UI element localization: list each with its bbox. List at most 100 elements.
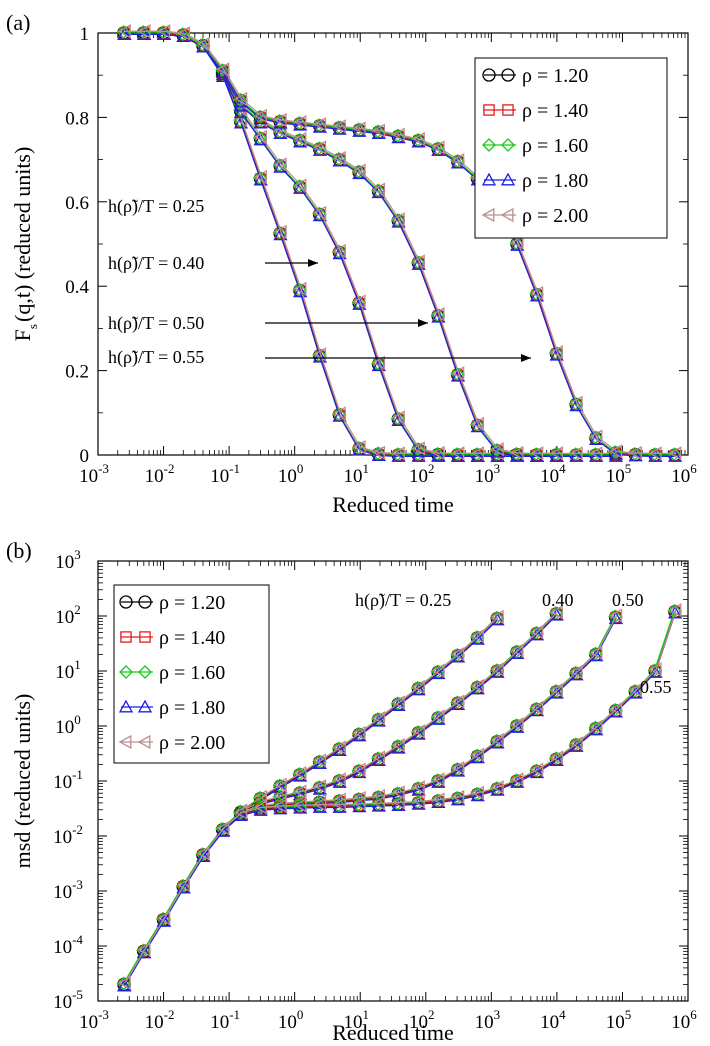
marker-0.55-3-25 bbox=[608, 704, 624, 718]
marker-0.55-2-12 bbox=[351, 797, 366, 812]
marker-0.25-4-12 bbox=[352, 439, 366, 455]
marker-0.55-3-5 bbox=[215, 823, 231, 837]
panel-b-xlabel: Reduced time bbox=[332, 1020, 454, 1045]
marker-0.25-3-17 bbox=[450, 649, 466, 663]
marker-0.25-3-12 bbox=[352, 442, 367, 456]
legend-label: ρ = 1.60 bbox=[522, 135, 588, 157]
marker-0.55-2-15 bbox=[410, 795, 425, 810]
marker-0.40-4-19 bbox=[490, 662, 504, 677]
marker-0.55-4-3 bbox=[177, 877, 190, 893]
marker-0.40-4-21 bbox=[530, 624, 544, 640]
marker-0.55-2-5 bbox=[215, 63, 230, 78]
marker-0.55-3-28 bbox=[668, 605, 683, 619]
y-tick-label: 102 bbox=[55, 602, 81, 628]
marker-0.25-3-10 bbox=[312, 349, 327, 363]
marker-0.50-4-12 bbox=[352, 163, 366, 178]
marker-0.50-3-11 bbox=[332, 153, 347, 167]
marker-0.50-2-11 bbox=[331, 151, 346, 166]
marker-0.25-2-14 bbox=[390, 447, 405, 462]
marker-0.50-3-23 bbox=[569, 667, 584, 681]
legend-a-box bbox=[474, 57, 668, 239]
y-tick-label: 0.8 bbox=[65, 108, 89, 129]
marker-0.40-4-11 bbox=[333, 772, 346, 787]
y-tick-label: 101 bbox=[55, 657, 81, 683]
marker-0.40-4-14 bbox=[391, 738, 405, 753]
x-tick-label: 101 bbox=[343, 1007, 369, 1033]
marker-0.55-3-9 bbox=[293, 117, 308, 131]
marker-0.55-3-8 bbox=[273, 801, 288, 815]
panel-a-ylabel: Fs (q,t) (reduced units) bbox=[10, 147, 40, 342]
curve-0.25-1 bbox=[124, 32, 498, 457]
marker-0.50-2-8 bbox=[272, 124, 287, 139]
marker-0.55-2-0 bbox=[116, 976, 131, 991]
x-tick-label: 103 bbox=[475, 1007, 501, 1033]
marker-0.50-3-25 bbox=[608, 611, 624, 625]
marker-0.50-4-14 bbox=[391, 785, 405, 800]
marker-0.50-3-8 bbox=[273, 126, 288, 140]
legend-marker-b bbox=[501, 138, 515, 152]
marker-0.55-3-6 bbox=[233, 808, 249, 821]
marker-0.50-2-23 bbox=[568, 665, 583, 680]
y-tick-label: 0.6 bbox=[65, 193, 89, 214]
marker-0.55-3-14 bbox=[391, 798, 406, 811]
marker-0.25-4-16 bbox=[431, 663, 445, 678]
annotation-a-040: h(ρ̃)/T = 0.40 bbox=[108, 253, 204, 274]
arrowhead-a-055 bbox=[521, 354, 531, 362]
legend-marker-b bbox=[137, 734, 151, 750]
marker-0.55-3-11 bbox=[332, 800, 347, 813]
legend-marker-a bbox=[482, 68, 496, 82]
marker-0.40-4-16 bbox=[431, 445, 445, 461]
marker-0.55-4-20 bbox=[510, 235, 524, 250]
marker-0.50-3-24 bbox=[589, 449, 604, 462]
marker-0.55-3-18 bbox=[470, 788, 485, 802]
marker-0.25-4-14 bbox=[391, 446, 405, 461]
legend-label: ρ = 1.80 bbox=[159, 697, 225, 719]
marker-0.55-2-26 bbox=[627, 446, 642, 461]
marker-0.55-4-3 bbox=[177, 26, 190, 41]
legend-marker-b bbox=[138, 665, 152, 679]
marker-0.50-2-22 bbox=[548, 684, 563, 698]
marker-0.50-3-15 bbox=[411, 782, 426, 796]
marker-0.55-4-28 bbox=[668, 446, 682, 461]
marker-0.55-2-16 bbox=[430, 141, 445, 156]
marker-0.55-3-23 bbox=[569, 398, 584, 412]
marker-0.50-4-15 bbox=[412, 254, 425, 269]
marker-0.55-3-9 bbox=[293, 800, 308, 814]
marker-0.40-2-11 bbox=[331, 244, 346, 259]
x-tick-label: 100 bbox=[278, 1007, 304, 1033]
marker-0.55-3-3 bbox=[176, 29, 191, 42]
marker-0.55-4-26 bbox=[629, 683, 642, 698]
marker-0.55-4-24 bbox=[589, 429, 603, 444]
marker-0.25-4-7 bbox=[254, 169, 267, 185]
marker-0.55-2-5 bbox=[215, 822, 230, 836]
marker-0.40-4-13 bbox=[372, 355, 386, 370]
marker-0.55-3-27 bbox=[648, 449, 663, 462]
marker-0.40-4-9 bbox=[293, 784, 307, 799]
marker-0.25-2-9 bbox=[292, 282, 307, 297]
marker-0.55-3-5 bbox=[215, 65, 231, 78]
marker-0.55-3-8 bbox=[273, 115, 288, 129]
marker-0.55-2-23 bbox=[568, 737, 583, 752]
marker-0.50-3-9 bbox=[293, 134, 308, 148]
marker-0.40-3-10 bbox=[312, 208, 327, 222]
marker-0.55-3-14 bbox=[391, 130, 406, 144]
marker-0.55-2-16 bbox=[430, 793, 445, 808]
marker-0.50-2-15 bbox=[410, 255, 425, 270]
marker-0.55-3-0 bbox=[117, 978, 132, 992]
annotation-b-025: h(ρ̃)/T = 0.25 bbox=[355, 590, 451, 611]
marker-0.55-2-27 bbox=[647, 663, 662, 678]
legend-marker-a bbox=[481, 207, 495, 223]
marker-0.50-4-20 bbox=[510, 445, 524, 461]
marker-0.25-3-11 bbox=[332, 408, 347, 422]
marker-0.55-2-21 bbox=[529, 286, 544, 301]
marker-0.50-2-21 bbox=[529, 701, 544, 716]
marker-0.50-4-16 bbox=[431, 307, 445, 322]
marker-0.50-2-20 bbox=[509, 718, 524, 733]
marker-0.25-2-8 bbox=[272, 225, 287, 240]
marker-0.50-2-24 bbox=[588, 646, 603, 661]
annotation-arrows-a bbox=[265, 259, 531, 362]
panel-a-ylabel-main: F bbox=[10, 329, 35, 341]
marker-0.55-2-17 bbox=[450, 790, 465, 805]
marker-0.40-2-18 bbox=[470, 679, 484, 694]
